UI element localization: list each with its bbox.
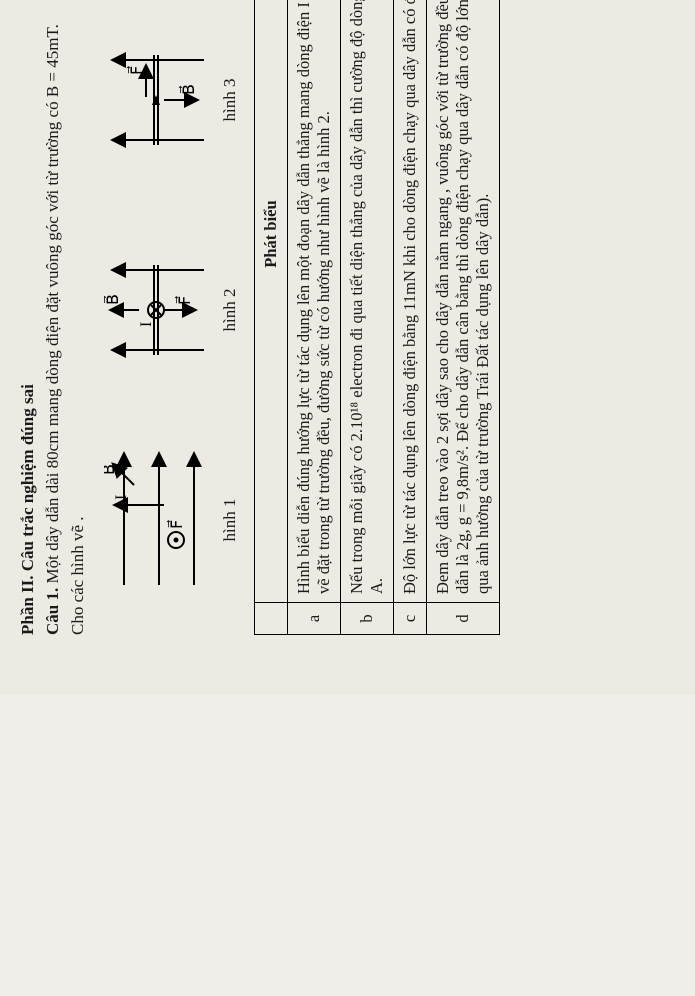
fig1-I-label: I — [113, 495, 130, 500]
fig2-B-label: B⃗ — [104, 294, 122, 305]
row-idx-d: d — [426, 603, 499, 635]
figure-1-label: hình 1 — [220, 499, 240, 542]
figure-3-svg: F⃗ B⃗ — [104, 25, 214, 175]
true-false-table: Phát biểu Đúng Sai a Hình biểu diễn đúng… — [254, 0, 500, 635]
row-text-d: Đem dây dẫn treo vào 2 sợi dây sao cho d… — [426, 0, 499, 603]
question-label: Câu 1. — [43, 588, 62, 635]
fig1-B-label: B⃗ — [104, 464, 118, 475]
section-heading: Phần II. Câu trắc nghiệm đúng sai — [18, 0, 38, 635]
figure-1-svg: I B⃗ F⃗ — [104, 445, 214, 595]
table-row: a Hình biểu diễn đúng hướng lực từ tác d… — [287, 0, 340, 635]
figure-1: I B⃗ F⃗ hình 1 — [104, 445, 240, 595]
row-text-a: Hình biểu diễn đúng hướng lực từ tác dụn… — [287, 0, 340, 603]
fig2-I-label: I — [138, 322, 155, 327]
figure-3-label: hình 3 — [220, 79, 240, 122]
worksheet-page: Phần II. Câu trắc nghiệm đúng sai Câu 1.… — [0, 0, 695, 695]
row-idx-c: c — [393, 603, 426, 635]
th-index — [254, 603, 287, 635]
question-line-1: Câu 1. Một dây dẫn dài 80cm mang dòng đi… — [42, 0, 65, 635]
figures-row: I B⃗ F⃗ hình 1 — [104, 0, 240, 595]
fig1-F-label: F⃗ — [166, 520, 186, 529]
th-statement: Phát biểu — [254, 0, 287, 603]
table-row: b Nếu trong mỗi giây có 2.10¹⁸ electron … — [340, 0, 393, 635]
question-line-2: Cho các hình vẽ . — [67, 0, 90, 635]
question-text: Một dây dẫn dài 80cm mang dòng điện đặt … — [43, 24, 62, 583]
table-row: d Đem dây dẫn treo vào 2 sợi dây sao cho… — [426, 0, 499, 635]
fig3-F-label: F⃗ — [126, 66, 146, 75]
figure-2-svg: B⃗ I F⃗ — [104, 235, 214, 385]
figure-2: B⃗ I F⃗ hình 2 — [104, 235, 240, 385]
row-text-b: Nếu trong mỗi giây có 2.10¹⁸ electron đi… — [340, 0, 393, 603]
fig3-B-label: B⃗ — [178, 84, 198, 95]
row-idx-a: a — [287, 603, 340, 635]
row-text-c: Độ lớn lực từ tác dụng lên dòng điện bằn… — [393, 0, 426, 603]
figure-2-label: hình 2 — [220, 289, 240, 332]
figure-3: F⃗ B⃗ hình 3 — [104, 25, 240, 175]
table-row: c Độ lớn lực từ tác dụng lên dòng điện b… — [393, 0, 426, 635]
row-idx-b: b — [340, 603, 393, 635]
fig2-F-label: F⃗ — [174, 296, 194, 305]
